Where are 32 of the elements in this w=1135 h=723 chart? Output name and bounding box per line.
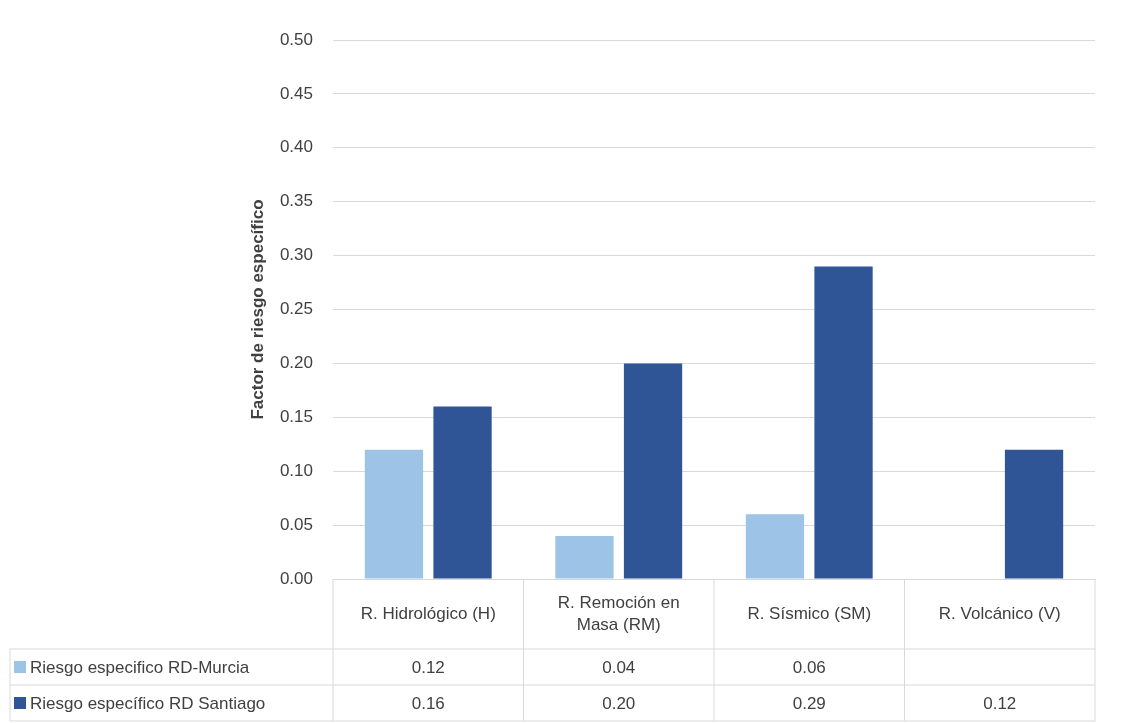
y-tick-label: 0.25 bbox=[279, 299, 313, 319]
bar bbox=[745, 514, 805, 579]
bar bbox=[433, 406, 492, 579]
y-tick-label: 0.30 bbox=[279, 245, 313, 265]
x-tick-label: R. Hidrológico (H) bbox=[360, 603, 496, 623]
legend-label: Riesgo especifico RD-Murcia bbox=[30, 657, 250, 677]
x-tick-label: R. Sísmico (SM) bbox=[747, 603, 872, 623]
y-tick-label: 0.50 bbox=[279, 29, 313, 49]
bar bbox=[555, 535, 614, 579]
y-tick-label: 0.15 bbox=[279, 406, 313, 426]
data-label: 0.12 bbox=[983, 693, 1017, 713]
bar bbox=[814, 266, 873, 579]
data-label: 0.04 bbox=[602, 657, 636, 677]
x-tick-label: R. Volcánico (V) bbox=[938, 603, 1061, 623]
y-tick-label: 0.05 bbox=[279, 514, 313, 534]
x-tick-label: R. Remoción en Masa (RM) bbox=[557, 592, 680, 634]
data-label: 0.12 bbox=[411, 657, 445, 677]
data-label: 0.29 bbox=[792, 693, 826, 713]
y-axis-title: Factor de riesgo específico bbox=[247, 199, 267, 420]
legend-label: Riesgo específico RD Santiago bbox=[30, 693, 266, 713]
y-tick-label: 0.20 bbox=[279, 353, 313, 373]
bar bbox=[623, 363, 683, 579]
data-label: 0.20 bbox=[602, 693, 636, 713]
data-label: 0.06 bbox=[792, 657, 826, 677]
y-tick-label: 0.35 bbox=[279, 191, 313, 211]
y-tick-label: 0.10 bbox=[279, 460, 313, 480]
data-label: 0.16 bbox=[411, 693, 445, 713]
y-tick-label: 0.45 bbox=[279, 83, 313, 103]
bar bbox=[364, 449, 424, 579]
y-tick-label: 0.00 bbox=[279, 568, 313, 588]
y-tick-label: 0.40 bbox=[279, 137, 313, 157]
bar bbox=[1004, 449, 1064, 579]
